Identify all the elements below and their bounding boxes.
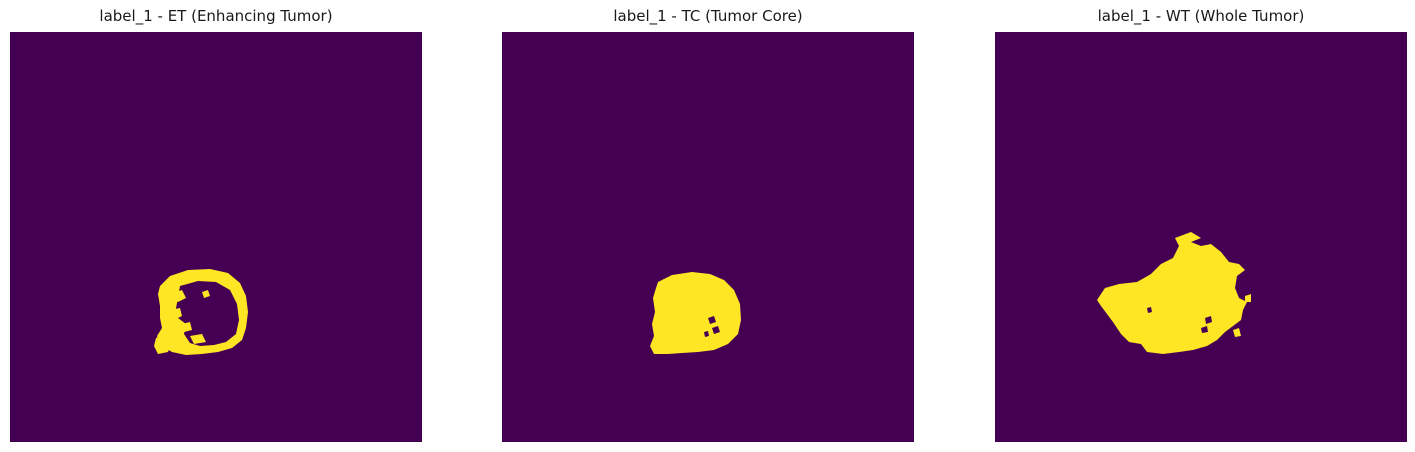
tumor-region bbox=[1097, 232, 1247, 354]
panel-tc: label_1 - TC (Tumor Core) bbox=[502, 0, 914, 452]
tumor-region bbox=[154, 334, 172, 354]
segmentation-mask-wt bbox=[995, 32, 1407, 442]
panel-wt: label_1 - WT (Whole Tumor) bbox=[995, 0, 1407, 452]
tumor-region bbox=[1233, 328, 1241, 337]
tumor-region bbox=[168, 308, 182, 320]
panel-title: label_1 - WT (Whole Tumor) bbox=[1097, 7, 1305, 25]
mask-background bbox=[502, 32, 914, 442]
mask-background bbox=[10, 32, 422, 442]
segmentation-mask-et bbox=[10, 32, 422, 442]
tumor-region bbox=[190, 334, 206, 344]
mask-background bbox=[995, 32, 1407, 442]
tumor-region bbox=[182, 322, 192, 332]
tumor-region bbox=[170, 290, 186, 302]
tumor-region bbox=[650, 272, 741, 354]
panel-title: label_1 - TC (Tumor Core) bbox=[613, 7, 803, 25]
panel-et: label_1 - ET (Enhancing Tumor) bbox=[10, 0, 422, 452]
tumor-region bbox=[157, 269, 248, 355]
tumor-region bbox=[1245, 294, 1251, 302]
segmentation-mask-tc bbox=[502, 32, 914, 442]
panel-title: label_1 - ET (Enhancing Tumor) bbox=[99, 7, 333, 25]
tumor-region bbox=[202, 290, 210, 298]
